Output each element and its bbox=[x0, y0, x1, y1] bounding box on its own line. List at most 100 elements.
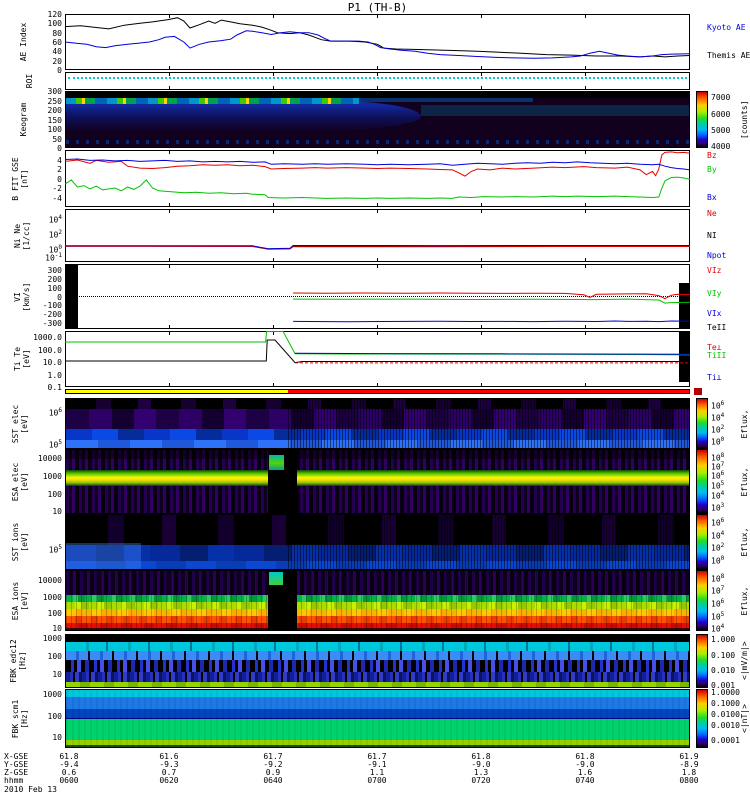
y-tick-label: 40 bbox=[52, 47, 62, 57]
x-tick-mark bbox=[169, 209, 170, 213]
x-tick-mark bbox=[377, 383, 378, 387]
spectrogram-row bbox=[66, 594, 689, 602]
y-tick-label: 10 bbox=[52, 623, 62, 633]
colorbar-tick-label: 108 bbox=[711, 573, 725, 584]
spectrogram-row bbox=[66, 690, 689, 697]
y-tick-label: 10000 bbox=[37, 576, 62, 585]
x-tick-mark bbox=[65, 209, 66, 213]
y-tick-label: 1000 bbox=[42, 634, 62, 643]
x-tick-mark bbox=[481, 66, 482, 70]
spectrogram-row bbox=[66, 681, 689, 687]
panel-velocity bbox=[65, 264, 690, 329]
colorbar-tick-label: 100 bbox=[711, 554, 725, 566]
y-tick-label: 150 bbox=[47, 115, 62, 125]
ephemeris-value: 61.6 bbox=[159, 752, 179, 761]
x-tick-mark bbox=[273, 66, 274, 70]
legend-vix: VIx bbox=[707, 309, 722, 318]
x-tick-mark bbox=[169, 203, 170, 207]
x-tick-mark bbox=[65, 14, 66, 18]
colorbar-tick-label: 7000 bbox=[711, 93, 731, 102]
x-tick-mark bbox=[377, 86, 378, 90]
colorbar-tick-label: 104 bbox=[711, 623, 725, 634]
y-axis-label: ESA ions [eV] bbox=[11, 581, 29, 620]
ephemeris-value: -9.0 bbox=[471, 760, 491, 769]
y-tick-label: -100 bbox=[42, 301, 62, 311]
x-tick-mark bbox=[377, 264, 378, 268]
y-tick-label: 100 bbox=[47, 608, 62, 618]
x-tick-mark bbox=[585, 331, 586, 335]
x-tick-mark bbox=[273, 331, 274, 335]
x-tick-mark bbox=[377, 325, 378, 329]
x-tick-mark bbox=[273, 264, 274, 268]
panel-fbk-efield-spectrogram bbox=[65, 634, 690, 688]
y-tick-label: 1000 bbox=[42, 592, 62, 602]
y-tick-label: 10.0 bbox=[42, 358, 62, 367]
x-tick-mark bbox=[481, 14, 482, 18]
x-tick-mark bbox=[481, 86, 482, 90]
ephemeris-value: 0720 bbox=[471, 776, 491, 785]
colorbar-tick-label: 106 bbox=[711, 598, 725, 609]
colorbar-tick-label: 105 bbox=[711, 611, 725, 622]
x-tick-mark bbox=[65, 325, 66, 329]
fine-time-striping bbox=[66, 571, 689, 630]
colorbar-esa-electron bbox=[696, 449, 708, 514]
legend-ti-: Ti⊥ bbox=[707, 373, 722, 382]
fine-time-striping bbox=[66, 690, 689, 747]
colorbar-tick-label: 108 bbox=[711, 452, 725, 463]
y-tick-label: 20 bbox=[52, 56, 62, 66]
spectrogram-row bbox=[66, 601, 689, 609]
ephemeris-row-label: hhmm bbox=[4, 776, 24, 785]
ephemeris-value: 0800 bbox=[679, 776, 699, 785]
legend-by: By bbox=[707, 165, 717, 174]
ephemeris-row-label: X-GSE bbox=[4, 752, 29, 761]
x-tick-mark bbox=[585, 150, 586, 154]
ephemeris-row-label: Z-GSE bbox=[4, 768, 29, 777]
colorbar-tick-label: 105 bbox=[711, 480, 725, 491]
spectrogram-row bbox=[66, 608, 689, 617]
spectrogram-row bbox=[66, 628, 689, 630]
legend-themis-ae: Themis AE bbox=[707, 51, 750, 60]
x-tick-mark bbox=[273, 86, 274, 90]
fine-time-striping bbox=[287, 399, 689, 448]
colorbar-unit-label: Eflux, EFU bbox=[740, 409, 750, 438]
temperature-right-gap-block bbox=[679, 332, 689, 382]
x-tick-mark bbox=[689, 66, 690, 70]
keogram-blue-cloud bbox=[66, 100, 422, 132]
y-tick-label: 100 bbox=[47, 283, 62, 293]
mode-marker-square bbox=[694, 388, 702, 395]
y-axis-label: SST ions [eV] bbox=[11, 522, 29, 562]
x-tick-mark bbox=[169, 66, 170, 70]
spectrogram-row bbox=[66, 745, 689, 747]
ephemeris-value: 61.7 bbox=[367, 752, 387, 761]
x-tick-mark bbox=[65, 203, 66, 207]
y-tick-label: 105 bbox=[48, 439, 62, 450]
ephemeris-value: 0.9 bbox=[265, 768, 281, 777]
y-tick-label: 4 bbox=[57, 155, 62, 165]
legend-tiii: TiII bbox=[707, 351, 727, 360]
spectrogram-row bbox=[66, 650, 689, 660]
x-tick-mark bbox=[585, 258, 586, 262]
colorbar-tick-label: 0.1000 bbox=[711, 699, 740, 708]
x-tick-mark bbox=[65, 258, 66, 262]
y-tick-label: 105 bbox=[48, 544, 62, 555]
x-tick-mark bbox=[65, 331, 66, 335]
x-tick-mark bbox=[169, 72, 170, 76]
x-tick-mark bbox=[169, 258, 170, 262]
x-tick-mark bbox=[689, 383, 690, 387]
colorbar-tick-label: 5000 bbox=[711, 126, 731, 135]
y-axis-label: SST elec [eV] bbox=[11, 404, 29, 443]
x-tick-mark bbox=[689, 264, 690, 268]
y-tick-label: -200 bbox=[42, 310, 62, 319]
x-tick-mark bbox=[481, 72, 482, 76]
ephemeris-value: 0740 bbox=[575, 776, 595, 785]
roi-dotted-line bbox=[68, 77, 687, 79]
spectrogram-row bbox=[66, 672, 689, 682]
x-tick-mark bbox=[481, 150, 482, 154]
spectrogram-row bbox=[66, 740, 689, 746]
y-axis-label: Keogram bbox=[19, 102, 28, 137]
y-tick-label: 0.1 bbox=[47, 383, 62, 392]
panel-sst-electron-spectrogram bbox=[65, 398, 690, 449]
panel-esa-ion-spectrogram bbox=[65, 570, 690, 631]
x-tick-mark bbox=[689, 325, 690, 329]
